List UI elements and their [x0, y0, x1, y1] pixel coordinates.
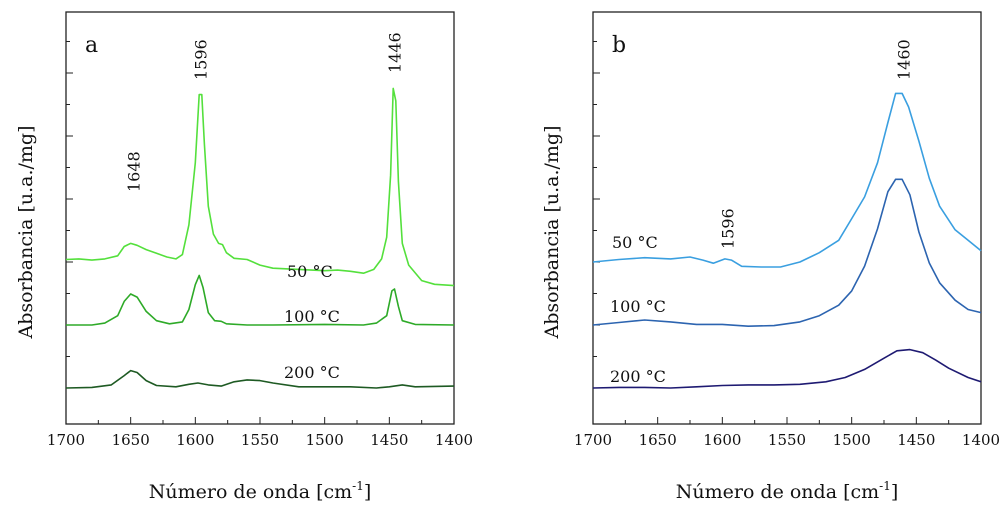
peak-label: 1596	[719, 208, 738, 249]
series-label: 100 °C	[284, 307, 340, 326]
peak-label: 1648	[124, 151, 143, 192]
series-label: 100 °C	[610, 297, 666, 316]
x-tick-label: 1650	[112, 431, 150, 449]
x-tick-label: 1450	[370, 431, 408, 449]
peak-label: 1460	[894, 39, 913, 80]
x-tick-label: 1550	[241, 431, 279, 449]
series-label: 50 °C	[612, 233, 658, 252]
y-axis-title: Absorbancia [u.a./mg]	[15, 125, 37, 339]
panel-letter: b	[612, 33, 626, 58]
series-line	[65, 369, 455, 389]
panel-a: 1700 1650 1600 1550 1500 1450 1400 Número de on…	[15, 11, 473, 503]
x-tick-label: 1500	[833, 431, 871, 449]
series-label: 200 °C	[610, 367, 666, 386]
series-line	[592, 348, 982, 389]
x-axis-title: Número de onda [cm-1]	[676, 479, 899, 503]
series-line	[592, 178, 982, 327]
series-line	[592, 92, 982, 268]
x-tick-label: 1600	[176, 431, 214, 449]
series-label: 50 °C	[287, 262, 333, 281]
peak-label: 1446	[386, 32, 405, 73]
x-axis-title: Número de onda [cm-1]	[149, 479, 372, 503]
panel-letter: a	[85, 33, 98, 58]
x-tick-label: 1400	[435, 431, 473, 449]
x-tick-label: 1450	[897, 431, 935, 449]
x-tick-label: 1700	[574, 431, 612, 449]
plot-frame	[592, 11, 982, 425]
x-tick-label: 1500	[306, 431, 344, 449]
x-tick-label: 1650	[639, 431, 677, 449]
series-line	[66, 274, 455, 326]
x-tick-label: 1550	[768, 431, 806, 449]
y-axis-title: Absorbancia [u.a./mg]	[541, 125, 563, 339]
x-tick-label: 1700	[47, 431, 85, 449]
series-line	[65, 87, 455, 287]
series-label: 200 °C	[284, 363, 340, 382]
peak-label: 1596	[192, 39, 211, 80]
x-tick-label: 1400	[962, 431, 1000, 449]
panel-b: 1700 1650 1600 1550 1500 1450 1400 Número de on…	[541, 11, 1000, 503]
x-tick-label: 1600	[703, 431, 741, 449]
